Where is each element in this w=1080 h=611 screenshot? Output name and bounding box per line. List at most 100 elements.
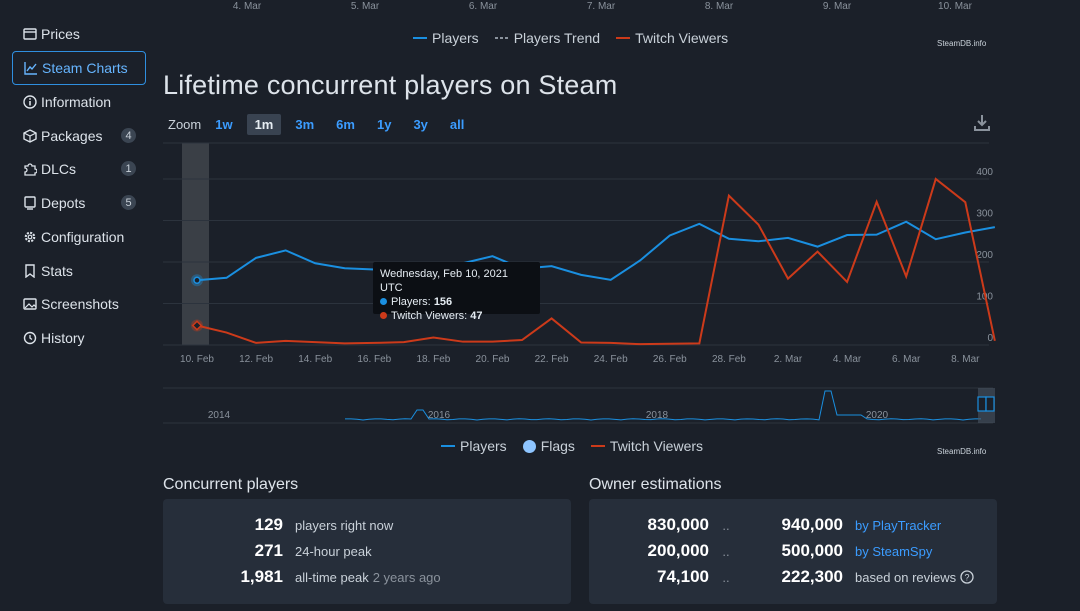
sidebar-item-screenshots[interactable]: Screenshots bbox=[12, 287, 146, 321]
legend-item-players[interactable]: Players bbox=[441, 438, 507, 454]
sidebar-item-label: History bbox=[41, 330, 85, 346]
estimate-row: 74,100 .. 222,300 based on reviews ? bbox=[589, 565, 974, 589]
sidebar-item-packages[interactable]: Packages 4 bbox=[12, 119, 146, 153]
axis-date-label: 4. Mar bbox=[232, 1, 262, 12]
count-badge: 4 bbox=[121, 128, 136, 143]
sidebar-item-prices[interactable]: Prices bbox=[12, 17, 146, 51]
x-tick-label: 14. Feb bbox=[298, 354, 332, 365]
help-icon[interactable]: ? bbox=[960, 570, 974, 584]
sidebar-item-label: Information bbox=[41, 94, 112, 110]
stat-value: 1,981 bbox=[240, 567, 283, 586]
navigator-handle-right[interactable] bbox=[985, 396, 995, 412]
sidebar-item-depots[interactable]: Depots 5 bbox=[12, 186, 146, 220]
page-title: Lifetime concurrent players on Steam bbox=[163, 70, 618, 100]
main-content: 4. Mar 5. Mar 6. Mar 7. Mar 8. Mar 9. Ma… bbox=[163, 0, 997, 611]
x-tick-label: 4. Mar bbox=[833, 354, 862, 365]
bookmark-icon bbox=[23, 264, 37, 278]
y-tick-label: 400 bbox=[976, 167, 993, 178]
tooltip-twitch-label: Twitch Viewers: bbox=[391, 310, 468, 322]
zoom-1w-button[interactable]: 1w bbox=[215, 116, 233, 132]
sidebar-item-stats[interactable]: Stats bbox=[12, 254, 146, 288]
stat-label: all-time peak bbox=[295, 569, 369, 585]
hover-marker-twitch bbox=[191, 320, 203, 331]
gear-icon bbox=[23, 230, 37, 244]
concurrent-players-title: Concurrent players bbox=[163, 476, 299, 493]
navigator-year-label: 2018 bbox=[646, 410, 669, 421]
sidebar-item-label: Packages bbox=[41, 128, 103, 144]
tooltip-players-row: Players: 156 bbox=[380, 295, 533, 309]
legend-label: Flags bbox=[540, 438, 575, 454]
legend-label: Players bbox=[432, 30, 479, 46]
stat-row: 271 24-hour peak bbox=[163, 539, 372, 563]
x-tick-label: 12. Feb bbox=[239, 354, 273, 365]
chart-credit: SteamDB.info bbox=[937, 39, 987, 48]
zoom-3y-button[interactable]: 3y bbox=[413, 116, 428, 132]
download-icon[interactable] bbox=[973, 113, 991, 133]
sidebar-item-history[interactable]: History bbox=[12, 321, 146, 355]
axis-date-label: 6. Mar bbox=[468, 1, 498, 12]
range-separator: .. bbox=[722, 517, 730, 533]
tooltip-twitch-value: 47 bbox=[470, 310, 483, 322]
x-tick-label: 8. Mar bbox=[951, 354, 980, 365]
playtracker-link[interactable]: by PlayTracker bbox=[855, 517, 942, 533]
chart-legend: Players Flags Twitch Viewers bbox=[441, 438, 719, 454]
estimate-row: 830,000 .. 940,000 by PlayTracker bbox=[589, 513, 942, 537]
stat-timeago: 2 years ago bbox=[372, 569, 441, 585]
stat-row: 129 players right now bbox=[163, 513, 394, 537]
concurrent-players-card: 129 players right now 271 24-hour peak 1… bbox=[163, 499, 571, 604]
sidebar-item-configuration[interactable]: Configuration bbox=[12, 220, 146, 254]
sidebar-item-label: Depots bbox=[41, 195, 86, 211]
zoom-label: Zoom bbox=[168, 116, 202, 132]
zoom-3m-button[interactable]: 3m bbox=[295, 116, 315, 132]
history-icon bbox=[23, 331, 37, 345]
zoom-controls: Zoom 1w 1m 3m 6m 1y 3y all bbox=[168, 113, 478, 135]
estimate-source-label: based on reviews bbox=[855, 569, 957, 585]
line-chart-icon bbox=[24, 61, 38, 75]
navigator-year-label: 2016 bbox=[428, 410, 451, 421]
x-tick-label: 22. Feb bbox=[535, 354, 569, 365]
zoom-1y-button[interactable]: 1y bbox=[376, 116, 392, 132]
y-tick-label: 300 bbox=[976, 209, 993, 220]
legend-item-twitch-viewers[interactable]: Twitch Viewers bbox=[616, 30, 728, 46]
svg-text:?: ? bbox=[965, 573, 970, 583]
sidebar-item-label: Steam Charts bbox=[42, 60, 128, 76]
zoom-6m-button[interactable]: 6m bbox=[336, 116, 355, 132]
steamspy-link[interactable]: by SteamSpy bbox=[855, 543, 933, 559]
tooltip-players-label: Players: bbox=[391, 296, 431, 308]
sidebar-item-dlcs[interactable]: DLCs 1 bbox=[12, 152, 146, 186]
axis-date-label: 5. Mar bbox=[350, 1, 380, 12]
sidebar-item-information[interactable]: Information bbox=[12, 85, 146, 119]
hover-marker-players bbox=[193, 276, 201, 285]
legend-item-players-trend[interactable]: Players Trend bbox=[494, 30, 600, 46]
sidebar-item-steam-charts[interactable]: Steam Charts bbox=[12, 51, 146, 85]
twitch-viewers-line bbox=[196, 177, 996, 346]
chart-credit: SteamDB.info bbox=[937, 447, 987, 456]
legend-item-twitch-viewers[interactable]: Twitch Viewers bbox=[590, 438, 704, 454]
navigator-handle-left[interactable] bbox=[977, 396, 987, 412]
sidebar-item-label: Configuration bbox=[41, 229, 125, 245]
tooltip-twitch-row: Twitch Viewers: 47 bbox=[380, 309, 533, 323]
puzzle-icon bbox=[23, 162, 37, 176]
x-tick-label: 6. Mar bbox=[892, 354, 921, 365]
estimate-high: 222,300 bbox=[781, 567, 843, 586]
legend-label: Twitch Viewers bbox=[609, 438, 704, 454]
y-tick-label: 200 bbox=[976, 250, 993, 261]
legend-item-players[interactable]: Players bbox=[413, 30, 479, 46]
x-tick-label: 20. Feb bbox=[476, 354, 510, 365]
zoom-all-button[interactable]: all bbox=[449, 116, 465, 132]
estimate-row: 200,000 .. 500,000 by SteamSpy bbox=[589, 539, 933, 563]
x-tick-label: 24. Feb bbox=[594, 354, 628, 365]
stat-value: 271 bbox=[254, 541, 283, 560]
zoom-1m-button[interactable]: 1m bbox=[246, 113, 282, 135]
legend-label: Twitch Viewers bbox=[635, 30, 729, 46]
estimate-low: 830,000 bbox=[647, 515, 709, 534]
estimate-high: 500,000 bbox=[781, 541, 843, 560]
navigator-year-label: 2014 bbox=[208, 410, 231, 421]
top-chart-axis: 4. Mar 5. Mar 6. Mar 7. Mar 8. Mar 9. Ma… bbox=[163, 0, 997, 16]
x-tick-label: 26. Feb bbox=[653, 354, 687, 365]
stat-value: 129 bbox=[254, 515, 283, 534]
count-badge: 1 bbox=[121, 161, 136, 176]
stat-row: 1,981 all-time peak 2 years ago bbox=[163, 565, 441, 589]
legend-item-flags[interactable]: Flags bbox=[522, 438, 575, 454]
